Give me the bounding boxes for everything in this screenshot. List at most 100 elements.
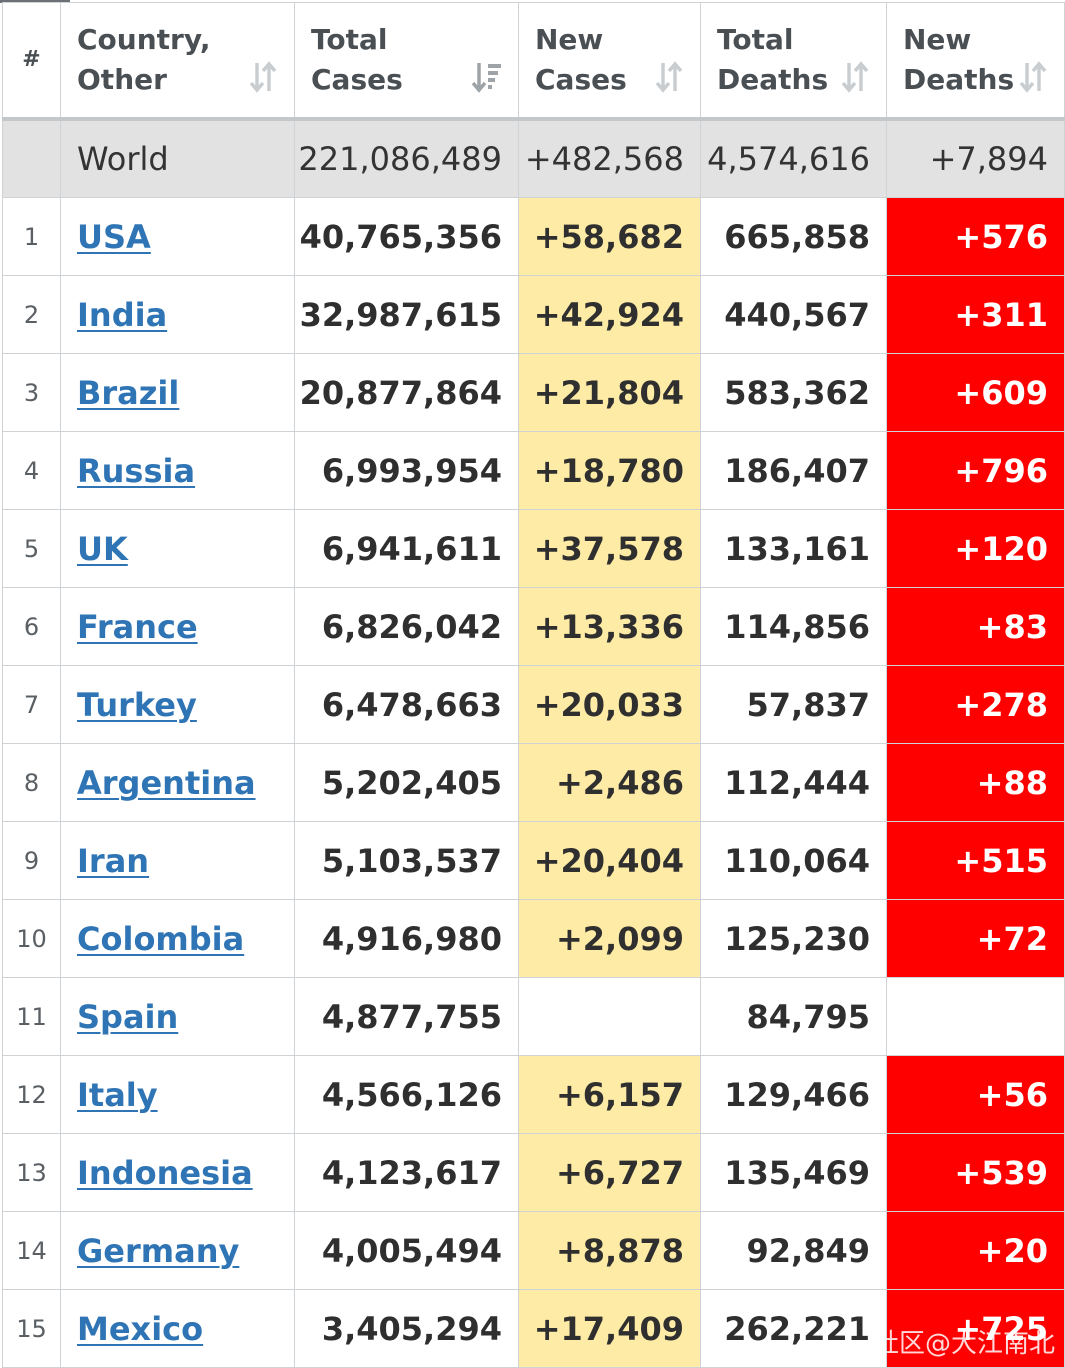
total-deaths-cell: 57,837 — [700, 665, 887, 744]
total-cases-column-header[interactable]: Total Cases — [294, 2, 519, 121]
rank-cell: 10 — [2, 899, 61, 978]
country-link[interactable]: India — [77, 295, 168, 334]
total-deaths-cell: 440,567 — [700, 275, 887, 354]
rank-cell: 15 — [2, 1289, 61, 1368]
new-deaths-cell: +20 — [886, 1211, 1065, 1290]
total-cases-cell: 32,987,615 — [294, 275, 519, 354]
new-deaths-header-line1: New — [903, 23, 972, 56]
new-cases-cell — [518, 977, 701, 1056]
country-link[interactable]: Indonesia — [77, 1153, 253, 1192]
total-cases-header-line1: Total — [311, 23, 388, 56]
country-cell: Colombia — [60, 899, 295, 978]
table-row: 6 France 6,826,042 +13,336 114,856 +83 — [2, 587, 1065, 666]
country-cell: Germany — [60, 1211, 295, 1290]
world-new-cases-cell: +482,568 — [518, 118, 701, 198]
table-row: 10 Colombia 4,916,980 +2,099 125,230 +72 — [2, 899, 1065, 978]
new-deaths-cell: +539 — [886, 1133, 1065, 1212]
total-deaths-cell: 129,466 — [700, 1055, 887, 1134]
country-cell: Brazil — [60, 353, 295, 432]
new-deaths-cell: +311 — [886, 275, 1065, 354]
country-header-line1: Country, — [77, 23, 211, 56]
new-cases-cell: +2,099 — [518, 899, 701, 978]
new-cases-cell: +8,878 — [518, 1211, 701, 1290]
total-deaths-cell: 125,230 — [700, 899, 887, 978]
total-cases-cell: 4,123,617 — [294, 1133, 519, 1212]
new-cases-cell: +20,033 — [518, 665, 701, 744]
rank-cell: 12 — [2, 1055, 61, 1134]
total-deaths-cell: 135,469 — [700, 1133, 887, 1212]
table-row: 7 Turkey 6,478,663 +20,033 57,837 +278 — [2, 665, 1065, 744]
country-link[interactable]: Italy — [77, 1075, 158, 1114]
top-accent-strip — [0, 0, 70, 3]
total-deaths-cell: 186,407 — [700, 431, 887, 510]
new-deaths-cell: +576 — [886, 197, 1065, 276]
total-deaths-cell: 114,856 — [700, 587, 887, 666]
rank-column-header[interactable]: # — [2, 2, 61, 121]
watermark-text: 社区@大江南北 — [872, 1329, 1055, 1359]
total-cases-cell: 6,826,042 — [294, 587, 519, 666]
total-cases-cell: 20,877,864 — [294, 353, 519, 432]
total-cases-cell: 4,877,755 — [294, 977, 519, 1056]
rank-cell: 3 — [2, 353, 61, 432]
new-cases-column-header[interactable]: New Cases — [518, 2, 701, 121]
table-header-row: # Country, Other Total Cases — [2, 2, 1065, 121]
rank-cell: 9 — [2, 821, 61, 900]
country-link[interactable]: Brazil — [77, 373, 180, 412]
rank-cell: 8 — [2, 743, 61, 822]
country-link[interactable]: Mexico — [77, 1309, 204, 1348]
new-cases-cell: +21,804 — [518, 353, 701, 432]
new-cases-cell: +20,404 — [518, 821, 701, 900]
country-link[interactable]: Spain — [77, 997, 179, 1036]
new-deaths-cell: +88 — [886, 743, 1065, 822]
rank-header-label: # — [22, 47, 41, 72]
sort-arrows-icon[interactable] — [248, 61, 278, 93]
new-deaths-cell: +83 — [886, 587, 1065, 666]
total-deaths-header-line1: Total — [717, 23, 794, 56]
total-cases-cell: 6,941,611 — [294, 509, 519, 588]
country-link[interactable]: Colombia — [77, 919, 245, 958]
total-deaths-column-header[interactable]: Total Deaths — [700, 2, 887, 121]
country-cell: Argentina — [60, 743, 295, 822]
country-link[interactable]: USA — [77, 217, 151, 256]
country-link[interactable]: Germany — [77, 1231, 240, 1270]
sort-arrows-icon[interactable] — [1018, 61, 1048, 93]
new-deaths-cell: +796 — [886, 431, 1065, 510]
rank-cell: 4 — [2, 431, 61, 510]
new-deaths-column-header[interactable]: New Deaths — [886, 2, 1065, 121]
table-row: 8 Argentina 5,202,405 +2,486 112,444 +88 — [2, 743, 1065, 822]
new-cases-cell: +2,486 — [518, 743, 701, 822]
total-deaths-cell: 262,221 — [700, 1289, 887, 1368]
total-deaths-cell: 92,849 — [700, 1211, 887, 1290]
country-link[interactable]: Turkey — [77, 685, 197, 724]
country-column-header[interactable]: Country, Other — [60, 2, 295, 121]
new-cases-cell: +17,409 — [518, 1289, 701, 1368]
rank-cell: 11 — [2, 977, 61, 1056]
rank-cell: 5 — [2, 509, 61, 588]
country-link[interactable]: Iran — [77, 841, 150, 880]
table-row: 11 Spain 4,877,755 84,795 — [2, 977, 1065, 1056]
country-cell: Iran — [60, 821, 295, 900]
sort-descending-icon[interactable] — [472, 61, 502, 93]
world-total-row: World 221,086,489 +482,568 4,574,616 +7,… — [2, 118, 1065, 198]
rank-cell: 14 — [2, 1211, 61, 1290]
new-deaths-cell: +72 — [886, 899, 1065, 978]
country-link[interactable]: UK — [77, 529, 128, 568]
total-cases-cell: 3,405,294 — [294, 1289, 519, 1368]
country-cell: Spain — [60, 977, 295, 1056]
table-row: 3 Brazil 20,877,864 +21,804 583,362 +609 — [2, 353, 1065, 432]
new-cases-cell: +58,682 — [518, 197, 701, 276]
total-deaths-cell: 665,858 — [700, 197, 887, 276]
total-deaths-header-line2: Deaths — [717, 63, 829, 96]
sort-arrows-icon[interactable] — [654, 61, 684, 93]
new-deaths-cell: +609 — [886, 353, 1065, 432]
country-cell: India — [60, 275, 295, 354]
new-cases-cell: +13,336 — [518, 587, 701, 666]
country-link[interactable]: France — [77, 607, 198, 646]
total-cases-cell: 4,005,494 — [294, 1211, 519, 1290]
country-link[interactable]: Russia — [77, 451, 196, 490]
country-link[interactable]: Argentina — [77, 763, 256, 802]
rank-cell: 13 — [2, 1133, 61, 1212]
sort-arrows-icon[interactable] — [840, 61, 870, 93]
new-deaths-cell — [886, 977, 1065, 1056]
new-cases-cell: +6,157 — [518, 1055, 701, 1134]
